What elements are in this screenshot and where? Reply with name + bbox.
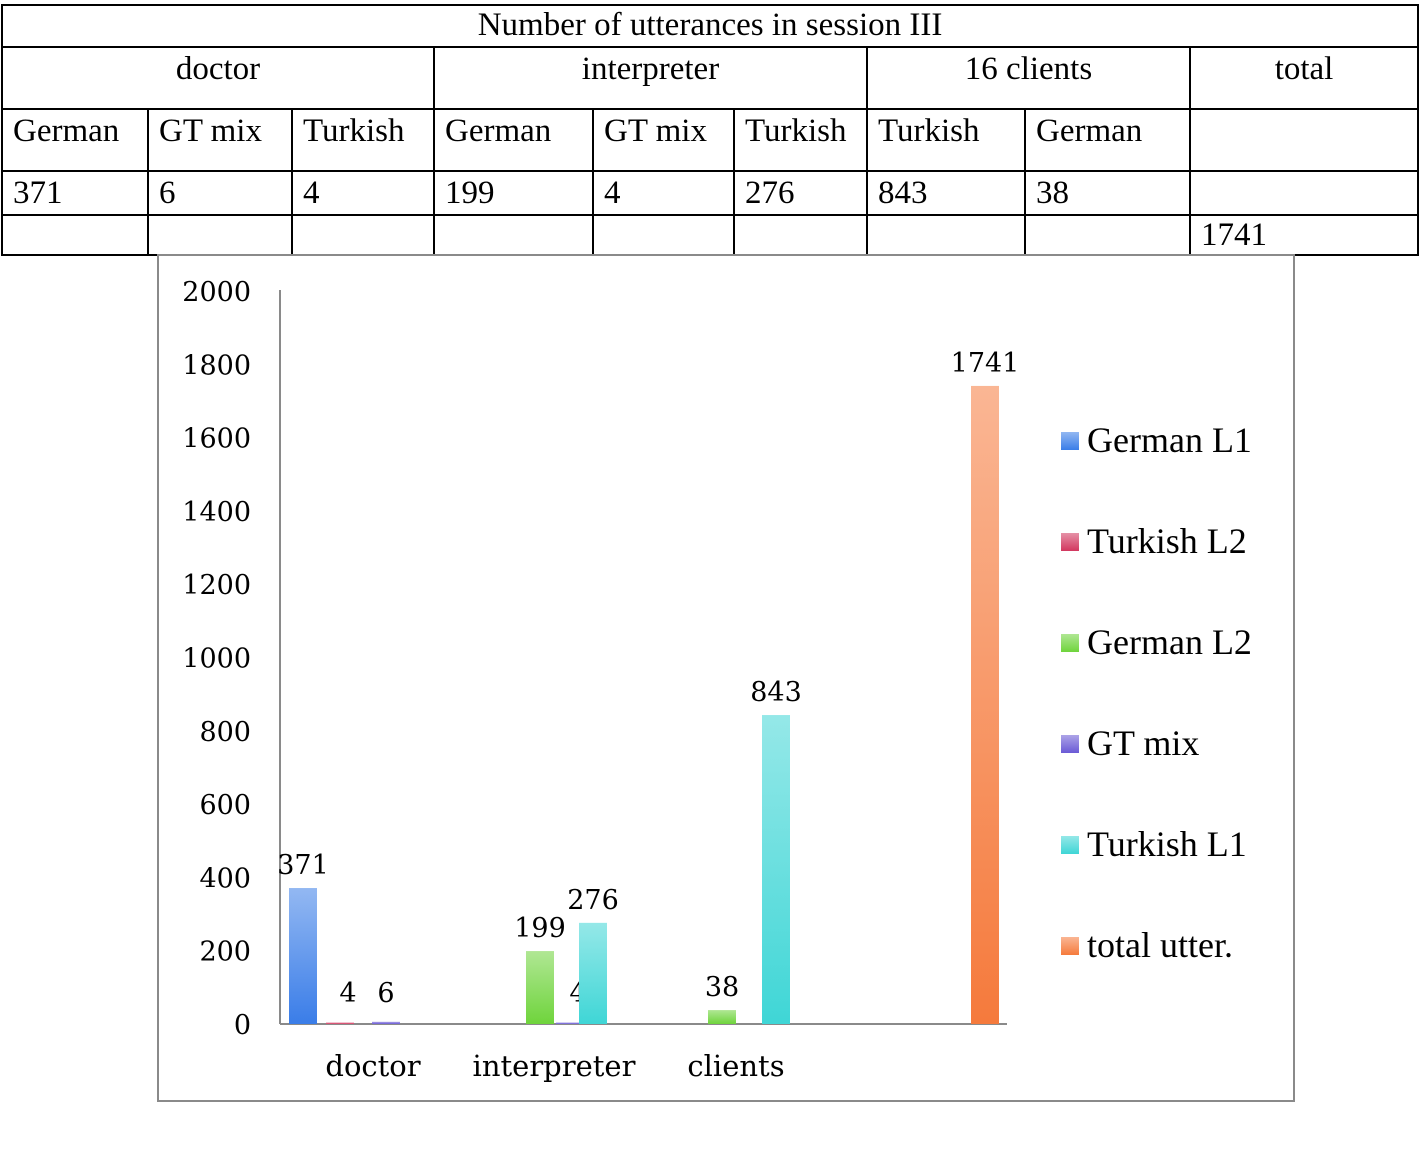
y-tick-label: 600 (199, 790, 251, 821)
group-clients: 16 clients (866, 46, 1191, 110)
legend-swatch (1061, 735, 1079, 753)
total-cell (291, 214, 435, 256)
x-category-label: clients (687, 1049, 784, 1083)
legend-label: Turkish L2 (1087, 521, 1247, 561)
bar (526, 951, 554, 1024)
lang-cell: German (1024, 108, 1191, 172)
y-tick-label: 2000 (182, 277, 251, 308)
bar-value-label: 371 (277, 850, 329, 881)
bar (289, 888, 317, 1024)
table-title: Number of utterances in session III (0, 4, 1420, 48)
legend-label: total utter. (1087, 925, 1233, 965)
y-tick-label: 0 (234, 1010, 251, 1041)
bar (971, 385, 999, 1025)
legend-swatch (1061, 937, 1079, 955)
bar-value-label: 843 (750, 677, 802, 708)
y-tick-label: 800 (199, 717, 251, 748)
lang-cell: Turkish (291, 108, 435, 172)
group-doctor: doctor (1, 46, 435, 110)
y-tick-label: 1400 (182, 497, 251, 528)
y-tick-label: 1200 (182, 570, 251, 601)
total-cell (866, 214, 1026, 256)
lang-cell: Turkish (733, 108, 868, 172)
bar (372, 1021, 400, 1024)
bar (762, 715, 790, 1024)
value-cell: 38 (1024, 170, 1191, 216)
total-cell (733, 214, 868, 256)
y-tick-label: 1000 (182, 644, 251, 675)
value-cell (1188, 170, 1420, 216)
total-cell (433, 214, 594, 256)
legend-swatch (1061, 432, 1079, 450)
legend-swatch (1061, 533, 1079, 551)
bar (556, 1022, 584, 1024)
group-total: total (1188, 46, 1420, 110)
total-cell (1024, 214, 1191, 256)
value-cell: 843 (866, 170, 1026, 216)
value-cell: 276 (733, 170, 868, 216)
y-tick-label: 1800 (182, 350, 251, 381)
legend-label: German L2 (1087, 622, 1252, 662)
total-cell (592, 214, 735, 256)
bar-value-label: 4 (339, 978, 356, 1009)
bar-value-label: 276 (567, 885, 619, 916)
lang-cell (1188, 108, 1420, 172)
bar (708, 1010, 736, 1024)
y-tick-label: 400 (199, 863, 251, 894)
bar-value-label: 1741 (951, 348, 1020, 379)
bar-value-label: 199 (514, 913, 566, 944)
lang-cell: GT mix (592, 108, 735, 172)
lang-cell: Turkish (866, 108, 1026, 172)
bar-value-label: 38 (705, 972, 739, 1003)
total-cell (1, 214, 149, 256)
value-cell: 199 (433, 170, 594, 216)
value-cell: 371 (1, 170, 149, 216)
y-tick-label: 200 (199, 937, 251, 968)
legend-label: German L1 (1087, 420, 1252, 460)
value-cell: 4 (291, 170, 435, 216)
legend-swatch (1061, 634, 1079, 652)
legend-swatch (1061, 836, 1079, 854)
lang-cell: German (1, 108, 149, 172)
total-cell (147, 214, 293, 256)
lang-cell: German (433, 108, 594, 172)
bar-value-label: 6 (377, 978, 394, 1009)
bar (579, 922, 607, 1024)
x-category-label: doctor (325, 1049, 420, 1083)
value-cell: 4 (592, 170, 735, 216)
total-cell: 1741 (1188, 214, 1420, 256)
utterance-table: Number of utterances in session III doct… (0, 4, 1420, 256)
y-tick-label: 1600 (182, 424, 251, 455)
group-interpreter: interpreter (433, 46, 868, 110)
chart-frame: 0 200 400 600 800 1000 1200 1400 1600 1800 2000 doc… (157, 254, 1295, 1102)
bar-chart: 0 200 400 600 800 1000 1200 1400 1600 1800 2000 doc… (182, 277, 1252, 1083)
value-cell: 6 (147, 170, 293, 216)
lang-cell: GT mix (147, 108, 293, 172)
bar (326, 1022, 354, 1024)
legend-label: GT mix (1087, 723, 1199, 763)
x-category-label: interpreter (473, 1049, 636, 1083)
legend-label: Turkish L1 (1087, 824, 1247, 864)
